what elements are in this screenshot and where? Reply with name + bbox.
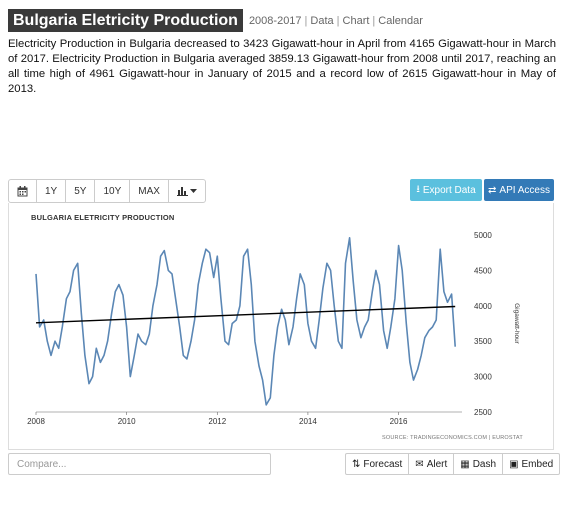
x-tick-label: 2010 [118, 417, 136, 426]
chevron-down-icon [189, 188, 197, 193]
range-10y-button[interactable]: 10Y [95, 180, 131, 202]
range-5y-button[interactable]: 5Y [66, 180, 96, 202]
envelope-icon: ✉ [415, 458, 424, 470]
y-tick-label: 3500 [474, 337, 492, 346]
compare-input[interactable] [8, 453, 271, 475]
dash-label: Dash [472, 458, 497, 470]
x-tick-label: 2008 [27, 417, 45, 426]
export-data-label: Export Data [422, 184, 476, 196]
chart-title: BULGARIA ELETRICITY PRODUCTION [31, 213, 175, 222]
link-calendar[interactable]: Calendar [378, 14, 423, 27]
grid-icon: ▦ [460, 458, 470, 470]
x-tick-label: 2012 [208, 417, 226, 426]
y-tick-label: 5000 [474, 231, 492, 240]
y-tick-label: 4000 [474, 302, 492, 311]
bar-chart-icon [176, 187, 188, 196]
dash-button[interactable]: ▦ Dash [454, 454, 504, 474]
range-button-group: 1Y 5Y 10Y MAX [8, 179, 206, 203]
link-chart[interactable]: Chart [342, 14, 370, 27]
chart-toolbar: 1Y 5Y 10Y MAX ⭳ Export Data ⇄ API Access [8, 179, 554, 203]
production-series-line [35, 237, 456, 406]
y-tick-label: 4500 [474, 266, 492, 275]
page-header: Bulgaria Eletricity Production 2008-2017… [8, 9, 423, 32]
calendar-button[interactable] [9, 180, 37, 202]
chart-type-dropdown[interactable] [169, 180, 205, 202]
description: Electricity Production in Bulgaria decre… [8, 38, 556, 95]
calendar-icon [17, 185, 28, 196]
link-data[interactable]: Data [310, 14, 334, 27]
y-tick-label: 2500 [474, 408, 492, 417]
range-max-button[interactable]: MAX [130, 180, 169, 202]
page-title: Bulgaria Eletricity Production [8, 9, 243, 32]
y-tick-label: 3000 [474, 373, 492, 382]
api-access-button[interactable]: ⇄ API Access [484, 179, 554, 201]
embed-label: Embed [521, 458, 554, 470]
alert-label: Alert [426, 458, 448, 470]
bottom-bar: ⇅ Forecast ✉ Alert ▦ Dash ▣ Embed [8, 453, 561, 477]
action-button-group: ⇅ Forecast ✉ Alert ▦ Dash ▣ Embed [345, 453, 561, 475]
chart-source: SOURCE: TRADINGECONOMICS.COM | EUROSTAT [382, 435, 523, 441]
range-1y-button[interactable]: 1Y [37, 180, 67, 202]
chart-panel [8, 203, 554, 450]
trend-line [35, 305, 456, 324]
api-access-label: API Access [499, 184, 550, 196]
forecast-icon: ⇅ [352, 458, 361, 470]
forecast-button[interactable]: ⇅ Forecast [346, 454, 410, 474]
image-icon: ▣ [509, 458, 519, 470]
forecast-label: Forecast [363, 458, 403, 470]
embed-button[interactable]: ▣ Embed [503, 454, 559, 474]
exchange-icon: ⇄ [488, 184, 497, 196]
alert-button[interactable]: ✉ Alert [409, 454, 455, 474]
link-range[interactable]: 2008-2017 [248, 14, 302, 27]
line-chart: 2008 2010 2012 2014 2016 2500 3000 3500 4000 4500… [27, 231, 520, 426]
x-tick-label: 2016 [390, 417, 408, 426]
header-links: 2008-2017 | Data | Chart | Calendar [248, 14, 423, 27]
download-icon: ⭳ [416, 183, 420, 195]
x-tick-label: 2014 [299, 417, 317, 426]
y-axis-label: Gigawatt-hour [513, 303, 520, 345]
export-data-button[interactable]: ⭳ Export Data [410, 179, 482, 201]
